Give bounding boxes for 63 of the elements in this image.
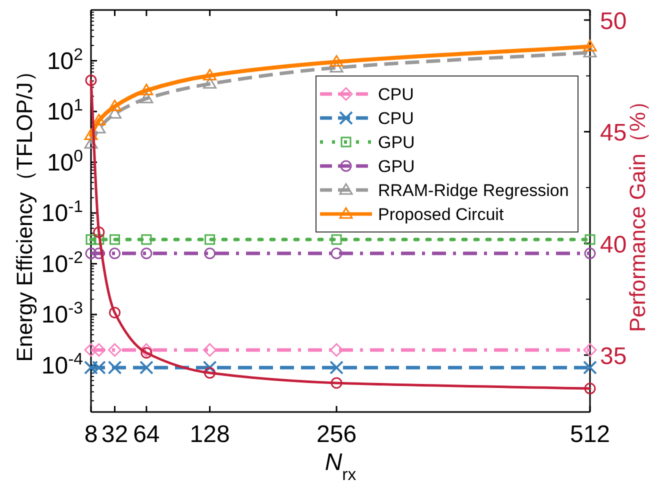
- point: [330, 55, 344, 67]
- point: [110, 234, 120, 245]
- point: [93, 248, 105, 260]
- x-tick-label: 64: [133, 421, 160, 448]
- point: [84, 137, 98, 149]
- x-tick-label: 8: [84, 421, 98, 448]
- point: [331, 234, 342, 245]
- point: [108, 343, 122, 357]
- point: [583, 40, 597, 52]
- y-tick-label: 10$^{-2}$: [41, 247, 83, 278]
- x-tick-label: 128: [190, 421, 230, 448]
- legend-label: CPU: [378, 85, 414, 104]
- point: [204, 248, 216, 260]
- point: [583, 46, 597, 58]
- point: [583, 360, 597, 375]
- point: [140, 343, 154, 357]
- point: [584, 248, 596, 260]
- y2-tick-label: 35: [600, 343, 627, 370]
- point: [108, 107, 122, 119]
- y2-tick-label: 45: [600, 120, 627, 147]
- y-axis-title: Energy Efficiency（TFLOP/J）: [12, 60, 37, 362]
- x-tick-label: 256: [316, 421, 357, 448]
- point: [140, 248, 152, 260]
- point: [584, 234, 596, 245]
- point: [84, 128, 98, 140]
- legend-label: GPU: [378, 133, 415, 152]
- point: [330, 343, 344, 357]
- legend-label: RRAM-Ridge Regression: [378, 181, 569, 200]
- y-tick-label: 10$^{2}$: [46, 44, 83, 75]
- point: [94, 234, 104, 245]
- y2-axis-title: Performance Gain（%）: [625, 90, 650, 332]
- point: [108, 100, 122, 112]
- y-tick-label: 10$^{-1}$: [41, 196, 83, 228]
- x-tick-label: 32: [101, 421, 128, 448]
- point: [204, 234, 216, 245]
- point: [109, 248, 121, 260]
- y-tick-label: 10$^{-3}$: [41, 298, 83, 329]
- point: [85, 248, 97, 260]
- point: [139, 360, 154, 375]
- point: [92, 343, 106, 357]
- point: [203, 68, 217, 80]
- point: [141, 234, 152, 245]
- point: [86, 234, 96, 245]
- x-tick-label: 512: [570, 421, 610, 448]
- y2-tick-label: 50: [600, 8, 627, 36]
- point: [140, 84, 154, 96]
- y-tick-label: 10$^{0}$: [46, 146, 83, 176]
- point: [84, 360, 98, 375]
- legend-label: GPU: [378, 157, 415, 176]
- y-tick-label: 10$^{-4}$: [41, 348, 83, 380]
- legend-label: CPU: [378, 109, 414, 128]
- point: [84, 343, 98, 357]
- point: [140, 92, 154, 104]
- y2-tick-label: 40: [600, 231, 627, 258]
- x-axis-title: N$_{rx}$: [324, 449, 357, 484]
- point: [203, 343, 217, 357]
- point: [330, 360, 344, 375]
- point: [583, 343, 597, 357]
- point: [92, 114, 106, 126]
- legend-label: Proposed Circuit: [378, 205, 504, 224]
- point: [203, 77, 217, 89]
- y-tick-label: 10$^{1}$: [46, 95, 83, 126]
- point: [330, 248, 342, 260]
